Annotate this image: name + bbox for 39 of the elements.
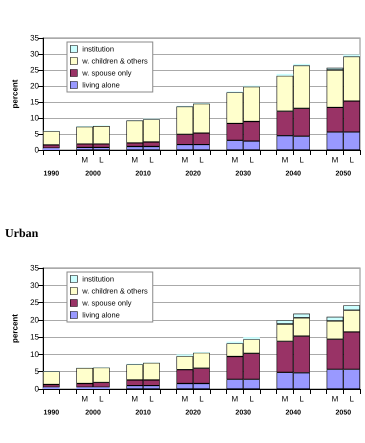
y-tick-label: 35 (30, 34, 40, 42)
x-tick-label: M (81, 156, 88, 164)
x-tick-label: L (199, 394, 204, 404)
y-tick-label: 25 (30, 298, 40, 308)
x-tick-label: L (249, 394, 254, 404)
x-tick-label: L (349, 394, 354, 404)
x-tick-label: L (99, 394, 104, 404)
x-tick-label: M (332, 156, 339, 164)
y-tick-label: 20 (30, 315, 40, 324)
y-axis-title: percent (10, 79, 20, 108)
x-tick-label: M (81, 394, 88, 404)
x-tick-label: M (181, 156, 188, 164)
x-tick-label: L (99, 156, 104, 164)
x-tick-label: M (332, 394, 339, 404)
y-tick-label: 30 (30, 50, 40, 58)
x-tick-label: M (282, 156, 289, 164)
y-axis-title: percent (10, 314, 20, 343)
y-tick-label: 10 (30, 114, 40, 122)
x-tick-label: M (282, 394, 289, 404)
y-tick-label: 15 (30, 332, 40, 342)
y-tick-label: 10 (30, 350, 40, 359)
chart-title: Urban (5, 226, 39, 240)
x-tick-label: M (131, 394, 138, 404)
x-tick-label: L (299, 394, 304, 404)
y-tick-label: 20 (30, 82, 40, 90)
y-tick-label: 25 (30, 66, 40, 74)
y-tick-label: 35 (30, 264, 40, 272)
x-tick-label: L (149, 156, 154, 164)
x-tick-label: M (232, 156, 239, 164)
y-tick-label: 30 (30, 280, 40, 290)
x-tick-label: L (349, 156, 354, 164)
x-tick-label: L (249, 156, 254, 164)
y-tick-label: 15 (30, 98, 40, 106)
x-tick-label: L (149, 394, 154, 404)
x-tick-label: L (199, 156, 204, 164)
x-tick-label: L (299, 156, 304, 164)
x-tick-label: M (232, 394, 239, 404)
x-tick-label: M (131, 156, 138, 164)
x-tick-label: M (181, 394, 188, 404)
